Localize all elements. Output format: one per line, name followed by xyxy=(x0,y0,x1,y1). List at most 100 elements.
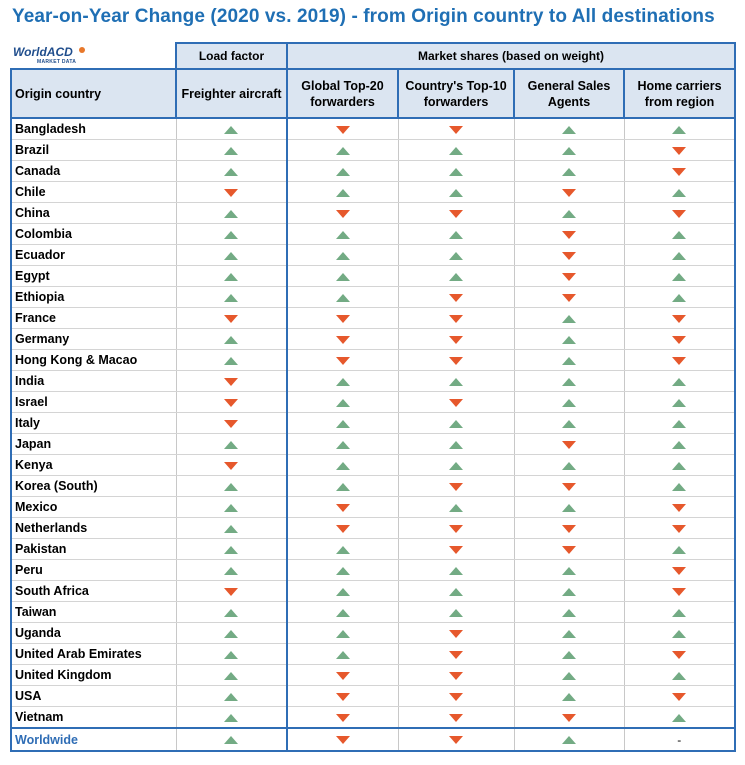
country-name: Ethiopia xyxy=(10,286,177,308)
triangle-up-icon xyxy=(562,671,576,680)
cell-country-top10 xyxy=(397,517,515,539)
triangle-down-icon xyxy=(449,209,463,218)
triangle-up-icon xyxy=(562,146,576,155)
cell-gsa xyxy=(513,160,625,182)
cell-gsa xyxy=(513,223,625,245)
cell-freighter xyxy=(175,139,288,161)
header-gsa: General Sales Agents xyxy=(513,68,625,119)
triangle-down-icon xyxy=(449,524,463,533)
table-row: Hong Kong & Macao xyxy=(10,349,737,371)
triangle-down-icon xyxy=(449,356,463,365)
triangle-down-icon xyxy=(672,356,687,365)
triangle-up-icon xyxy=(672,440,687,449)
triangle-up-icon xyxy=(335,566,350,575)
triangle-up-icon xyxy=(335,461,350,470)
triangle-up-icon xyxy=(335,398,350,407)
triangle-up-icon xyxy=(224,209,239,218)
cell-freighter xyxy=(175,580,288,602)
triangle-up-icon xyxy=(562,692,576,701)
cell-home-carriers xyxy=(623,223,737,245)
cell-home-carriers xyxy=(623,622,737,644)
triangle-up-icon xyxy=(224,566,239,575)
table-row: Mexico xyxy=(10,496,737,518)
triangle-up-icon xyxy=(562,461,576,470)
triangle-up-icon xyxy=(672,419,687,428)
cell-home-carriers xyxy=(623,559,737,581)
triangle-down-icon xyxy=(672,566,687,575)
triangle-up-icon xyxy=(672,461,687,470)
cell-freighter xyxy=(175,433,288,455)
triangle-down-icon xyxy=(672,692,687,701)
cell-home-carriers xyxy=(623,475,737,497)
triangle-down-icon xyxy=(449,650,463,659)
cell-global-top20 xyxy=(286,181,399,203)
triangle-down-icon xyxy=(224,419,239,428)
cell-gsa xyxy=(513,454,625,476)
cell-freighter xyxy=(175,160,288,182)
cell-country-top10 xyxy=(397,202,515,224)
cell-home-carriers xyxy=(623,664,737,686)
triangle-up-icon xyxy=(449,146,463,155)
cell-global-top20 xyxy=(286,286,399,308)
triangle-up-icon xyxy=(672,608,687,617)
triangle-up-icon xyxy=(335,629,350,638)
cell-country-top10 xyxy=(397,601,515,623)
cell-home-carriers xyxy=(623,139,737,161)
table-row: France xyxy=(10,307,737,329)
cell-home-carriers xyxy=(623,160,737,182)
cell-country-top10 xyxy=(397,391,515,413)
cell-freighter xyxy=(175,202,288,224)
cell-freighter xyxy=(175,118,288,140)
triangle-down-icon xyxy=(449,335,463,344)
cell-freighter xyxy=(175,475,288,497)
cell-gsa xyxy=(513,181,625,203)
cell-global-top20 xyxy=(286,223,399,245)
triangle-up-icon xyxy=(562,335,576,344)
triangle-up-icon xyxy=(562,398,576,407)
cell-global-top20 xyxy=(286,706,399,729)
triangle-up-icon xyxy=(562,503,576,512)
page-title: Year-on-Year Change (2020 vs. 2019) - fr… xyxy=(12,6,715,27)
triangle-up-icon xyxy=(224,293,239,302)
cell-home-carriers xyxy=(623,433,737,455)
triangle-up-icon xyxy=(224,503,239,512)
cell-freighter xyxy=(175,496,288,518)
cell-freighter xyxy=(175,349,288,371)
cell-home-carriers xyxy=(623,286,737,308)
header-origin-country: Origin country xyxy=(10,68,177,119)
triangle-up-icon xyxy=(672,293,687,302)
cell-global-top20 xyxy=(286,202,399,224)
cell-global-top20 xyxy=(286,601,399,623)
cell-home-carriers xyxy=(623,685,737,707)
triangle-down-icon xyxy=(449,125,463,134)
triangle-up-icon xyxy=(224,736,239,745)
triangle-down-icon xyxy=(449,314,463,323)
country-name: China xyxy=(10,202,177,224)
country-name: Mexico xyxy=(10,496,177,518)
cell-country-top10 xyxy=(397,538,515,560)
country-name: France xyxy=(10,307,177,329)
triangle-down-icon xyxy=(449,545,463,554)
cell-gsa xyxy=(513,517,625,539)
triangle-down-icon xyxy=(224,587,239,596)
country-name: Korea (South) xyxy=(10,475,177,497)
table-row: Israel xyxy=(10,391,737,413)
cell-country-top10 xyxy=(397,580,515,602)
cell-home-carriers xyxy=(623,118,737,140)
cell-home-carriers xyxy=(623,517,737,539)
triangle-down-icon xyxy=(335,671,350,680)
cell-global-top20 xyxy=(286,412,399,434)
cell-gsa xyxy=(513,286,625,308)
cell-freighter xyxy=(175,286,288,308)
triangle-down-icon xyxy=(449,671,463,680)
header-load-factor: Load factor xyxy=(175,42,288,70)
cell-gsa xyxy=(513,538,625,560)
triangle-up-icon xyxy=(335,608,350,617)
country-name: Worldwide xyxy=(10,727,177,752)
cell-country-top10 xyxy=(397,412,515,434)
triangle-up-icon xyxy=(335,587,350,596)
triangle-up-icon xyxy=(224,482,239,491)
cell-home-carriers xyxy=(623,328,737,350)
cell-home-carriers xyxy=(623,181,737,203)
triangle-down-icon xyxy=(335,356,350,365)
